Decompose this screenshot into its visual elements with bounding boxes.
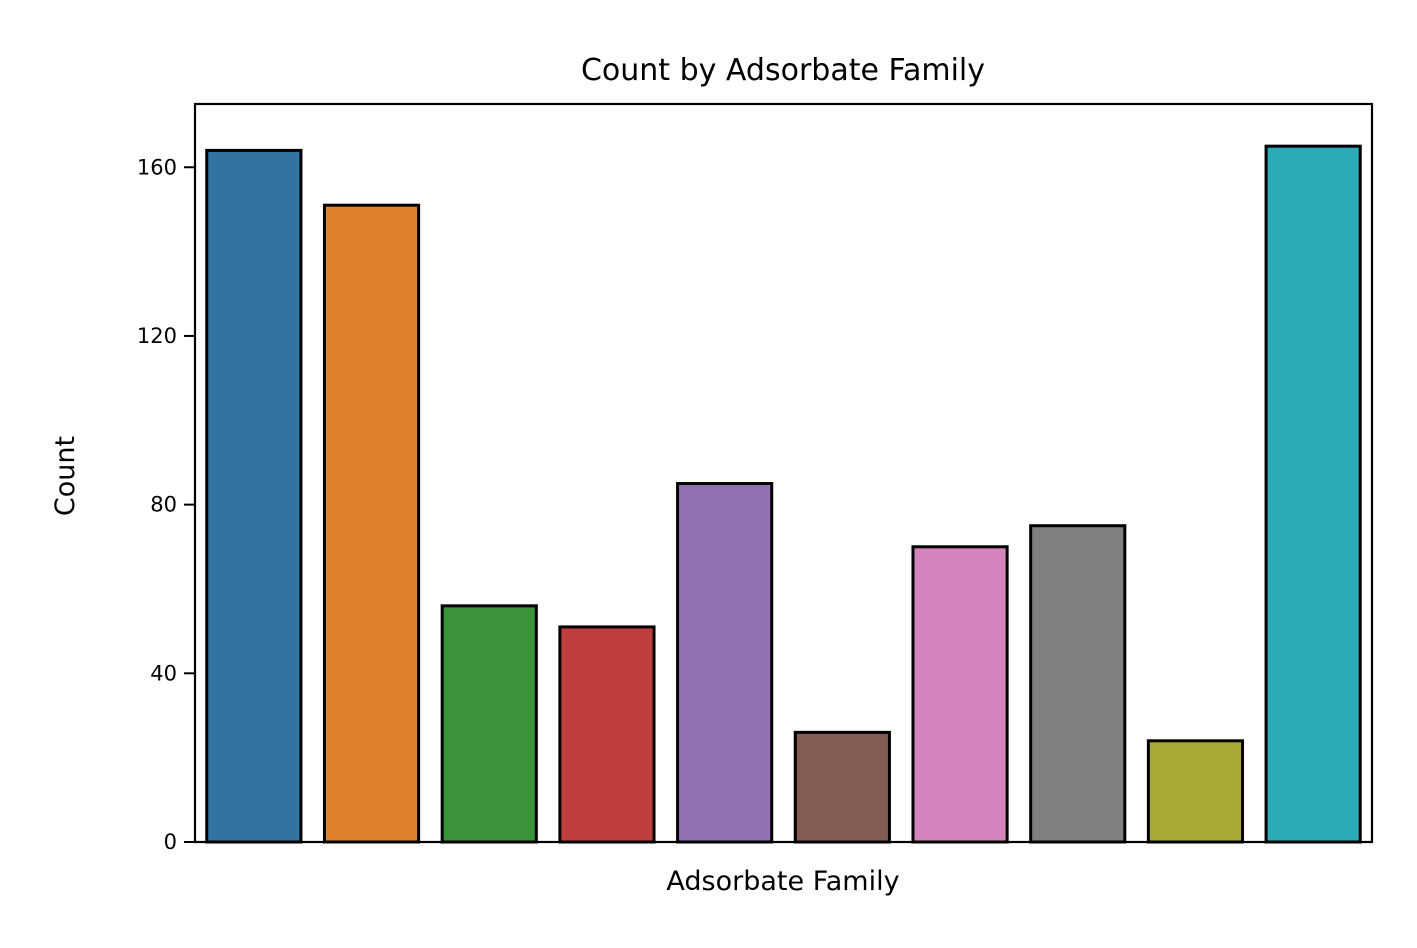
bar-6 <box>793 730 891 844</box>
bar-1 <box>205 148 303 844</box>
y-axis-label: Count <box>50 436 81 516</box>
plot-frame <box>193 102 1374 844</box>
bar-2 <box>322 203 421 844</box>
y-tick-label: 120 <box>137 324 177 348</box>
bars-group <box>205 144 1362 844</box>
bar-4 <box>558 625 656 844</box>
bar-8 <box>1029 524 1127 844</box>
y-tick-label: 160 <box>137 155 177 179</box>
x-axis-label: Adsorbate Family <box>666 866 899 897</box>
bar-3 <box>440 604 538 844</box>
bar-10 <box>1264 144 1362 844</box>
chart-title: Count by Adsorbate Family <box>581 53 985 88</box>
bar-9 <box>1146 739 1245 844</box>
bar-5 <box>676 482 774 844</box>
bar-7 <box>911 545 1009 844</box>
y-axis-ticks: 0 40 80 120 160 <box>137 155 195 854</box>
y-tick-label: 80 <box>150 493 177 517</box>
y-tick-label: 0 <box>164 830 177 854</box>
y-tick-label: 40 <box>150 661 177 685</box>
